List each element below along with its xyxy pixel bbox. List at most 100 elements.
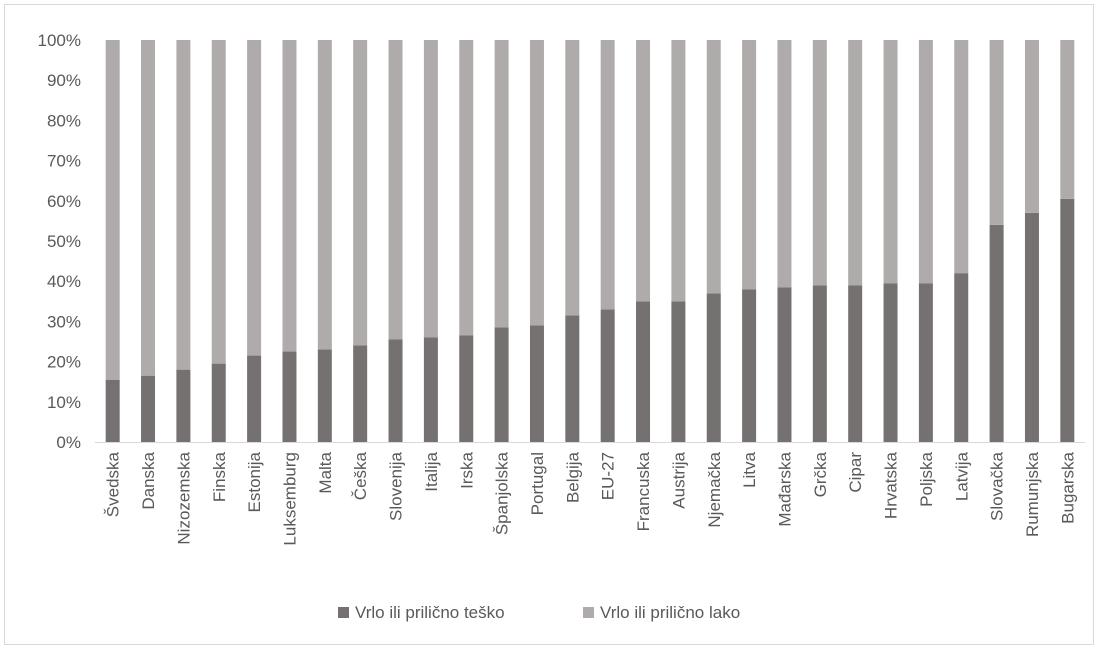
bar-segment-tesko: [990, 225, 1004, 442]
bar-segment-tesko: [318, 350, 332, 442]
bar-segment-tesko: [813, 285, 827, 442]
bar-segment-tesko: [707, 293, 721, 442]
bar-segment-lako: [742, 40, 756, 289]
y-tick-label: 60%: [47, 192, 81, 211]
x-tick-label: Poljska: [917, 451, 936, 506]
bar-segment-tesko: [636, 301, 650, 442]
y-tick-label: 50%: [47, 232, 81, 251]
y-axis: 0% 10% 20% 30% 40% 50% 60% 70% 80% 90% 100%: [38, 31, 81, 452]
bar-segment-lako: [813, 40, 827, 285]
bar-segment-lako: [671, 40, 685, 301]
bar-segment-tesko: [601, 309, 615, 442]
x-tick-label: Njemačka: [705, 451, 724, 527]
x-tick-label: Finska: [210, 451, 229, 502]
y-tick-label: 80%: [47, 111, 81, 130]
bar-segment-lako: [636, 40, 650, 301]
bar-segment-tesko: [777, 287, 791, 442]
bar-segment-tesko: [530, 325, 544, 442]
bar-segment-lako: [176, 40, 190, 370]
bar-segment-lako: [530, 40, 544, 325]
bar-segment-tesko: [282, 352, 296, 442]
bar-segment-tesko: [565, 315, 579, 442]
x-tick-label: Malta: [316, 451, 335, 493]
bar-segment-lako: [495, 40, 509, 327]
x-tick-label: Grčka: [811, 451, 830, 497]
bar-segment-lako: [1060, 40, 1074, 199]
x-axis: Švedska Danska Nizozemska Finska Estonija Luk…: [95, 443, 1085, 546]
legend-swatch: [583, 607, 594, 618]
y-tick-label: 0%: [56, 433, 81, 452]
x-tick-label: Belgija: [563, 451, 582, 503]
bar-segment-lako: [318, 40, 332, 350]
x-tick-label: EU-27: [599, 452, 618, 500]
bar-segment-tesko: [671, 301, 685, 442]
x-tick-label: Slovačka: [988, 451, 1007, 521]
y-tick-label: 10%: [47, 393, 81, 412]
bar-segment-lako: [389, 40, 403, 339]
bar-segment-lako: [919, 40, 933, 283]
bar-segment-tesko: [353, 346, 367, 442]
bar-segment-tesko: [495, 327, 509, 442]
x-tick-label: Hrvatska: [882, 451, 901, 519]
bar-segment-lako: [282, 40, 296, 352]
x-tick-label: Danska: [139, 451, 158, 509]
bar-segment-lako: [954, 40, 968, 273]
x-tick-label: Luksemburg: [280, 452, 299, 546]
bar-segment-lako: [353, 40, 367, 346]
bar-segment-lako: [990, 40, 1004, 225]
bar-segment-lako: [707, 40, 721, 293]
x-tick-label: Irska: [457, 451, 476, 488]
bar-segment-tesko: [459, 335, 473, 442]
bar-segment-lako: [565, 40, 579, 315]
legend: Vrlo ili prilično teško Vrlo ili prilično…: [338, 603, 740, 622]
bar-segment-tesko: [389, 339, 403, 442]
y-tick-label: 70%: [47, 152, 81, 171]
x-tick-label: Francuska: [634, 451, 653, 531]
x-tick-label: Litva: [740, 451, 759, 487]
y-tick-label: 100%: [38, 31, 81, 50]
legend-swatch: [338, 607, 349, 618]
bar-segment-lako: [1025, 40, 1039, 213]
x-tick-label: Slovenija: [387, 451, 406, 521]
bar-segment-lako: [212, 40, 226, 364]
bar-segment-tesko: [424, 337, 438, 442]
x-tick-label: Cipar: [846, 452, 865, 493]
bar-segment-tesko: [212, 364, 226, 442]
x-tick-label: Češka: [351, 451, 370, 500]
y-tick-label: 30%: [47, 312, 81, 331]
bar-segment-lako: [247, 40, 261, 356]
x-tick-label: Portugal: [528, 452, 547, 515]
bar-segment-tesko: [848, 285, 862, 442]
bar-segment-lako: [141, 40, 155, 376]
legend-label: Vrlo ili prilično teško: [355, 603, 505, 622]
x-tick-label: Španjolska: [493, 451, 512, 535]
bar-segment-tesko: [884, 283, 898, 442]
bar-segment-lako: [848, 40, 862, 285]
bar-segment-lako: [884, 40, 898, 283]
bar-segment-tesko: [141, 376, 155, 442]
bars: [106, 40, 1075, 442]
bar-segment-lako: [106, 40, 120, 380]
legend-label: Vrlo ili prilično lako: [600, 603, 740, 622]
bar-segment-lako: [459, 40, 473, 335]
bar-segment-tesko: [1025, 213, 1039, 442]
y-tick-label: 90%: [47, 71, 81, 90]
x-tick-label: Italija: [422, 451, 441, 491]
y-tick-label: 40%: [47, 272, 81, 291]
x-tick-label: Austrija: [669, 451, 688, 508]
bar-segment-lako: [424, 40, 438, 337]
bar-segment-lako: [777, 40, 791, 287]
x-tick-label: Nizozemska: [174, 451, 193, 544]
x-tick-label: Bugarska: [1058, 451, 1077, 523]
bar-segment-lako: [601, 40, 615, 309]
bar-segment-tesko: [742, 289, 756, 442]
x-tick-label: Latvija: [952, 451, 971, 501]
bar-segment-tesko: [1060, 199, 1074, 442]
x-tick-label: Estonija: [245, 451, 264, 512]
x-tick-label: Mađarska: [775, 451, 794, 526]
x-tick-label: Rumunjska: [1023, 451, 1042, 537]
y-tick-label: 20%: [47, 353, 81, 372]
bar-segment-tesko: [954, 273, 968, 442]
bar-segment-tesko: [106, 380, 120, 442]
